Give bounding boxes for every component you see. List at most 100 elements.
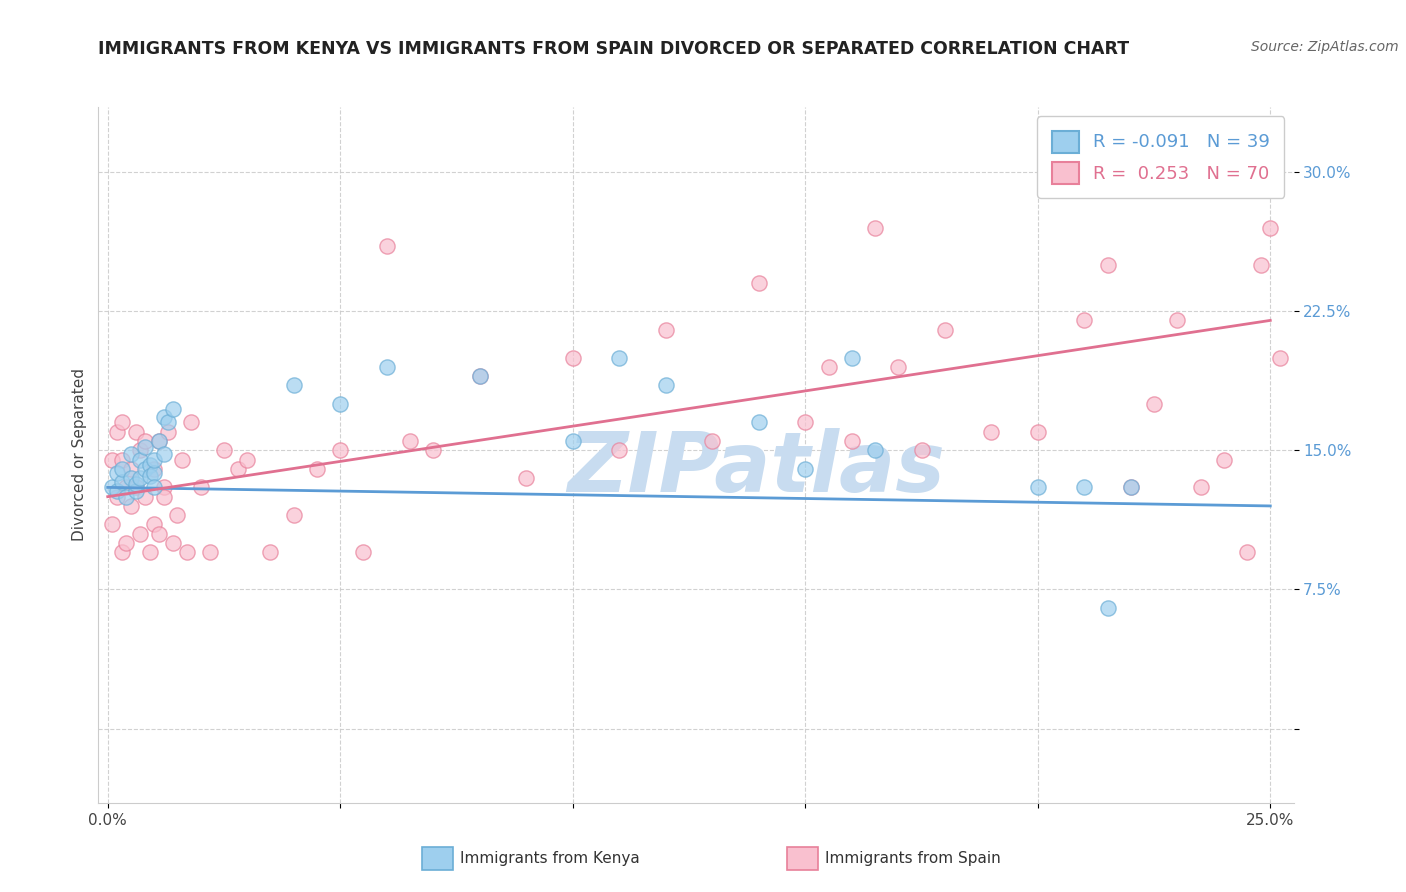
Point	[105, 466, 128, 480]
Point	[162, 402, 184, 417]
Point	[561, 351, 583, 365]
Point	[148, 526, 170, 541]
Point	[1143, 397, 1166, 411]
Point	[841, 434, 863, 448]
Point	[120, 499, 142, 513]
Point	[794, 416, 817, 430]
Text: Immigrants from Spain: Immigrants from Spain	[825, 852, 1001, 866]
Text: Immigrants from Kenya: Immigrants from Kenya	[460, 852, 640, 866]
Point	[1026, 425, 1049, 439]
Point	[794, 462, 817, 476]
Point	[817, 359, 839, 374]
Point	[152, 409, 174, 424]
Point	[1268, 351, 1291, 365]
Point	[259, 545, 281, 559]
Point	[120, 462, 142, 476]
Point	[1073, 480, 1095, 494]
Point	[148, 434, 170, 448]
Point	[236, 452, 259, 467]
Point	[143, 462, 166, 476]
Point	[1250, 258, 1272, 272]
Point	[607, 443, 630, 458]
Point	[353, 545, 375, 559]
Point	[124, 425, 146, 439]
Point	[375, 359, 398, 374]
Point	[910, 443, 932, 458]
Point	[198, 545, 221, 559]
Point	[134, 462, 156, 476]
Point	[702, 434, 724, 448]
Point	[120, 471, 142, 485]
Point	[124, 480, 146, 494]
Point	[283, 378, 305, 392]
Point	[105, 425, 128, 439]
Point	[1097, 258, 1119, 272]
Point	[105, 484, 128, 499]
Point	[1119, 480, 1142, 494]
Point	[101, 452, 124, 467]
Point	[143, 517, 166, 532]
Point	[283, 508, 305, 523]
Text: ZIPatlas: ZIPatlas	[567, 428, 945, 509]
Point	[863, 220, 886, 235]
Point	[1119, 480, 1142, 494]
Point	[115, 480, 138, 494]
Point	[162, 536, 184, 550]
Point	[120, 447, 142, 461]
Point	[329, 443, 352, 458]
Point	[655, 378, 678, 392]
Point	[422, 443, 444, 458]
Point	[111, 545, 134, 559]
Point	[124, 476, 146, 491]
Point	[152, 447, 174, 461]
Point	[655, 323, 678, 337]
Point	[1026, 480, 1049, 494]
Point	[561, 434, 583, 448]
Point	[841, 351, 863, 365]
Point	[748, 277, 770, 291]
Point	[1258, 220, 1281, 235]
Point	[375, 239, 398, 253]
Point	[143, 480, 166, 494]
Point	[172, 452, 194, 467]
Point	[1236, 545, 1258, 559]
Point	[157, 425, 180, 439]
Point	[138, 545, 160, 559]
Point	[134, 490, 156, 504]
Point	[1166, 313, 1188, 327]
Point	[176, 545, 198, 559]
Point	[887, 359, 910, 374]
Point	[111, 416, 134, 430]
Point	[468, 369, 491, 384]
Point	[101, 517, 124, 532]
Point	[138, 458, 160, 472]
Point	[115, 536, 138, 550]
Point	[468, 369, 491, 384]
Point	[101, 480, 124, 494]
Point	[134, 440, 156, 454]
Point	[212, 443, 235, 458]
Point	[399, 434, 422, 448]
Point	[305, 462, 328, 476]
Point	[134, 434, 156, 448]
Legend: R = -0.091   N = 39, R =  0.253   N = 70: R = -0.091 N = 39, R = 0.253 N = 70	[1038, 116, 1285, 198]
Point	[607, 351, 630, 365]
Point	[129, 443, 152, 458]
Point	[129, 471, 152, 485]
Point	[748, 416, 770, 430]
Point	[1189, 480, 1212, 494]
Point	[129, 452, 152, 467]
Point	[980, 425, 1002, 439]
Point	[143, 452, 166, 467]
Point	[1073, 313, 1095, 327]
Point	[152, 480, 174, 494]
Point	[329, 397, 352, 411]
Point	[166, 508, 188, 523]
Text: IMMIGRANTS FROM KENYA VS IMMIGRANTS FROM SPAIN DIVORCED OR SEPARATED CORRELATION: IMMIGRANTS FROM KENYA VS IMMIGRANTS FROM…	[98, 40, 1129, 58]
Point	[180, 416, 202, 430]
Point	[226, 462, 249, 476]
Point	[129, 526, 152, 541]
Point	[143, 466, 166, 480]
Point	[1212, 452, 1234, 467]
Point	[148, 434, 170, 448]
